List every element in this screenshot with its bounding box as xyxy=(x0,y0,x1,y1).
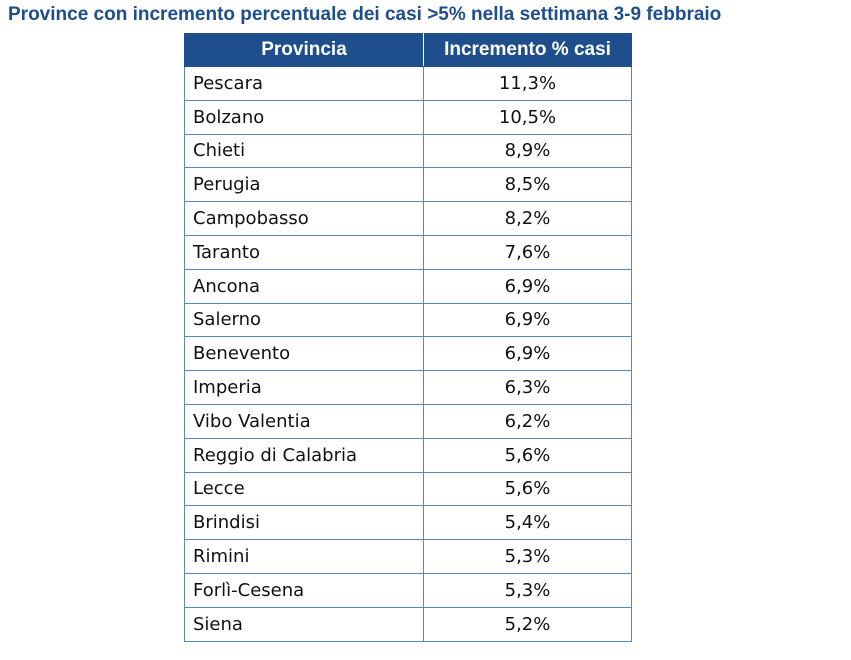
table-row: Reggio di Calabria 5,6% xyxy=(184,437,632,473)
cell-incremento: 6,9% xyxy=(423,268,632,304)
cell-incremento: 8,9% xyxy=(423,133,632,169)
cell-incremento: 8,2% xyxy=(423,201,632,236)
table-row: Perugia 8,5% xyxy=(184,167,632,203)
table-row: Benevento 6,9% xyxy=(184,336,632,372)
cell-provincia: Siena xyxy=(184,606,424,642)
cell-provincia: Brindisi xyxy=(184,505,424,541)
cell-incremento: 5,2% xyxy=(423,606,632,642)
table-row: Salerno 6,9% xyxy=(184,302,632,338)
cell-provincia: Chieti xyxy=(184,133,424,169)
cell-provincia: Taranto xyxy=(184,234,424,270)
column-header-provincia: Provincia xyxy=(184,33,424,67)
cell-incremento: 6,9% xyxy=(423,302,632,338)
table-row: Campobasso 8,2% xyxy=(184,201,632,236)
cell-provincia: Salerno xyxy=(184,302,424,338)
table-row: Lecce 5,6% xyxy=(184,471,632,507)
table-row: Chieti 8,9% xyxy=(184,133,632,169)
table-row: Rimini 5,3% xyxy=(184,539,632,574)
table-row: Siena 5,2% xyxy=(184,606,632,642)
cell-provincia: Vibo Valentia xyxy=(184,403,424,439)
table-body: Pescara 11,3% Bolzano 10,5% Chieti 8,9% Perugi… xyxy=(184,66,632,642)
cell-provincia: Reggio di Calabria xyxy=(184,437,424,473)
page-title: Province con incremento percentuale dei … xyxy=(8,4,722,25)
table-row: Taranto 7,6% xyxy=(184,234,632,270)
cell-incremento: 6,3% xyxy=(423,370,632,405)
cell-incremento: 5,6% xyxy=(423,471,632,507)
cell-incremento: 8,5% xyxy=(423,167,632,203)
cell-incremento: 6,2% xyxy=(423,403,632,439)
cell-provincia: Imperia xyxy=(184,370,424,405)
cell-provincia: Benevento xyxy=(184,336,424,372)
cell-incremento: 5,3% xyxy=(423,572,632,608)
table-header-row: Provincia Incremento % casi xyxy=(184,33,632,67)
table-row: Pescara 11,3% xyxy=(184,66,632,101)
cell-incremento: 5,3% xyxy=(423,539,632,574)
cell-incremento: 7,6% xyxy=(423,234,632,270)
cell-provincia: Bolzano xyxy=(184,99,424,135)
cell-provincia: Ancona xyxy=(184,268,424,304)
cell-provincia: Forlì-Cesena xyxy=(184,572,424,608)
cell-incremento: 5,4% xyxy=(423,505,632,541)
cell-provincia: Perugia xyxy=(184,167,424,203)
cell-incremento: 6,9% xyxy=(423,336,632,372)
cell-provincia: Rimini xyxy=(184,539,424,574)
table-row: Bolzano 10,5% xyxy=(184,99,632,135)
table-row: Vibo Valentia 6,2% xyxy=(184,403,632,439)
cell-incremento: 11,3% xyxy=(423,66,632,101)
table-row: Ancona 6,9% xyxy=(184,268,632,304)
cell-provincia: Pescara xyxy=(184,66,424,101)
cell-incremento: 5,6% xyxy=(423,437,632,473)
cell-provincia: Lecce xyxy=(184,471,424,507)
cell-provincia: Campobasso xyxy=(184,201,424,236)
table-row: Forlì-Cesena 5,3% xyxy=(184,572,632,608)
table-row: Brindisi 5,4% xyxy=(184,505,632,541)
province-table: Provincia Incremento % casi Pescara 11,3%… xyxy=(184,33,632,642)
column-header-incremento: Incremento % casi xyxy=(423,33,632,67)
cell-incremento: 10,5% xyxy=(423,99,632,135)
table-row: Imperia 6,3% xyxy=(184,370,632,405)
